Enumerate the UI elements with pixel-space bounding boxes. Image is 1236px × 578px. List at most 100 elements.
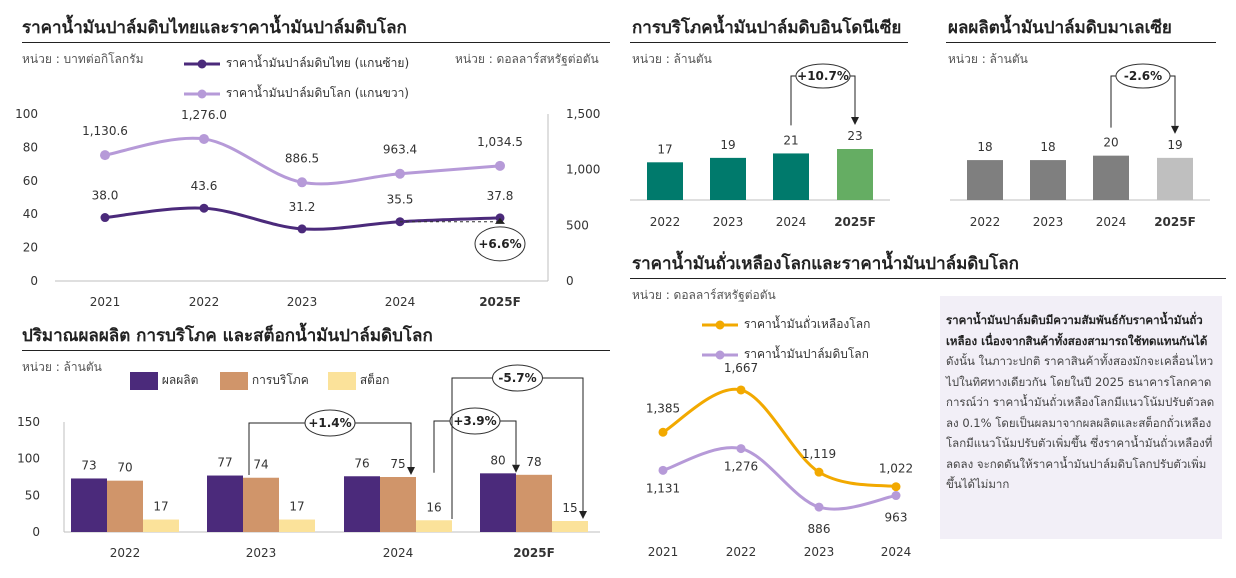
malay-change-label: -2.6% <box>1124 69 1162 83</box>
y-left-tick-label: 40 <box>23 207 38 221</box>
x-tick-label: 2025F <box>513 546 555 560</box>
legend-line-soy-icon <box>702 320 738 329</box>
soy-chart-label-1: 1,276 <box>724 460 758 474</box>
y-tick-label: 0 <box>32 525 40 539</box>
thai-palm-price-label: 31.2 <box>289 200 316 214</box>
production-change-arrow-icon <box>512 464 520 473</box>
supply-bar-0 <box>480 473 516 532</box>
supply-bar-label: 15 <box>562 501 577 515</box>
thai-palm-price-label: 35.5 <box>387 193 414 207</box>
malay-bar-label: 19 <box>1167 138 1182 152</box>
indo-bar <box>647 162 683 200</box>
indo-change-label: +10.7% <box>797 69 849 83</box>
indo-change-arrow-icon <box>851 117 859 125</box>
supply-bar-0 <box>207 475 243 532</box>
soy-x-tick-label: 2024 <box>881 545 912 559</box>
legend-world-palm: ราคาน้ำมันปาล์มดิบโลก (แกนขวา) <box>182 84 409 103</box>
malay-change-bubble <box>1115 63 1171 89</box>
indo-bar <box>837 149 873 200</box>
palm-price-rule <box>22 42 610 43</box>
supply-bar-label: 75 <box>390 457 405 471</box>
x-tick-label: 2024 <box>385 295 416 309</box>
x-tick-label: 2021 <box>90 295 121 309</box>
supply-bar-2 <box>552 521 588 532</box>
y-right-tick-label: 500 <box>566 218 589 232</box>
soy-chart-point-0 <box>891 482 901 492</box>
soy-chart: 1,385 1,667 1,119 1,022 1,131 1,276 886 963 2021… <box>646 361 913 559</box>
thai-palm-price-point <box>297 224 307 234</box>
soy-chart-point-1 <box>658 465 668 475</box>
malay-bar <box>1093 155 1129 200</box>
malay-bar-label: 18 <box>977 140 992 154</box>
malay-x-tick-label: 2022 <box>970 215 1001 229</box>
legend-production-swatch <box>130 371 158 390</box>
supply-bar-label: 73 <box>81 458 96 472</box>
x-tick-label: 2022 <box>110 546 141 560</box>
soy-x-tick-label: 2023 <box>804 545 835 559</box>
y-left-tick-label: 60 <box>23 174 38 188</box>
supply-bar-label: 77 <box>217 456 232 470</box>
indo-change-bubble <box>795 63 851 89</box>
legend-stock-label: สต็อก <box>359 373 390 387</box>
stock-change-bubble <box>492 364 543 392</box>
legend-consumption: การบริโภค <box>220 371 309 390</box>
consumption-change-bubble <box>304 409 356 437</box>
legend-thai-label: ราคาน้ำมันปาล์มดิบไทย (แกนซ้าย) <box>225 56 410 70</box>
soy-chart-point-1 <box>814 502 824 512</box>
legend-soy-label: ราคาน้ำมันถั่วเหลืองโลก <box>743 317 871 331</box>
soy-chart-point-0 <box>736 385 746 395</box>
legend-stock: สต็อก <box>328 371 389 390</box>
legend-world-label: ราคาน้ำมันปาล์มดิบโลก (แกนขวา) <box>225 86 409 100</box>
palm-price-unit-right: หน่วย : ดอลลาร์สหรัฐต่อตัน <box>455 52 599 66</box>
y-tick-label: 150 <box>17 415 40 429</box>
indo-bar-label: 19 <box>720 138 735 152</box>
indo-bar-label: 23 <box>847 129 862 143</box>
supply-chart: 0 50 100 150 73 70 17 2022 77 74 17 2023 76 75 16 2024 8… <box>17 364 600 560</box>
supply-bar-label: 80 <box>490 453 505 467</box>
legend-stock-swatch <box>328 371 356 390</box>
indo-bar-label: 17 <box>657 142 672 156</box>
soy-chart-line-0 <box>662 387 897 489</box>
soy-chart-point-1 <box>891 491 901 501</box>
indo-rule <box>630 42 908 43</box>
soy-chart-point-1 <box>736 444 746 454</box>
world-palm-price-label: 886.5 <box>285 151 319 165</box>
indo-bar <box>773 153 809 200</box>
indo-bar <box>710 157 746 200</box>
legend-line-palm-icon <box>702 350 738 359</box>
malay-bar <box>1157 157 1193 200</box>
legend-thai-palm: ราคาน้ำมันปาล์มดิบไทย (แกนซ้าย) <box>182 54 409 73</box>
supply-bar-0 <box>344 476 380 532</box>
malay-bar-label: 18 <box>1040 140 1055 154</box>
legend-production: ผลผลิต <box>130 371 198 390</box>
supply-unit: หน่วย : ล้านตัน <box>22 360 102 374</box>
soy-chart-line-1 <box>662 446 897 511</box>
soy-chart-label-0: 1,119 <box>802 447 836 461</box>
legend-palm-world-label: ราคาน้ำมันปาล์มดิบโลก <box>743 347 869 361</box>
world-palm-price-point <box>297 177 307 188</box>
analysis-note: ราคาน้ำมันปาล์มดิบมีความสัมพันธ์กับราคาน… <box>940 296 1222 539</box>
supply-bar-label: 70 <box>117 461 132 475</box>
note-body-text: ดังนั้น ในภาวะปกติ ราคาสินค้าทั้งสองมักจ… <box>946 354 1215 491</box>
supply-bar-label: 74 <box>253 458 268 472</box>
soy-unit: หน่วย : ดอลลาร์สหรัฐต่อตัน <box>632 288 776 302</box>
supply-bar-2 <box>279 519 315 532</box>
malay-bar <box>967 160 1003 200</box>
palm-price-unit-left: หน่วย : บาทต่อกิโลกรัม <box>22 52 144 66</box>
world-palm-price-point <box>199 133 209 144</box>
thai-palm-price-label: 38.0 <box>92 189 119 203</box>
supply-bar-label: 17 <box>153 500 168 514</box>
supply-bar-2 <box>416 520 452 532</box>
y-right-tick-label: 1,000 <box>566 163 600 177</box>
supply-rule <box>22 350 610 351</box>
supply-bar-label: 78 <box>526 455 541 469</box>
stock-change-arrow-icon <box>579 511 587 519</box>
thai-palm-price-point <box>199 203 209 213</box>
world-palm-price-label: 1,034.5 <box>477 135 523 149</box>
supply-bar-label: 17 <box>289 500 304 514</box>
world-palm-price-point <box>395 168 405 179</box>
y-left-tick-label: 0 <box>30 274 38 288</box>
soy-chart-label-1: 963 <box>885 511 908 525</box>
soy-chart-label-0: 1,022 <box>879 462 913 476</box>
thai-palm-price-label: 43.6 <box>191 179 218 193</box>
